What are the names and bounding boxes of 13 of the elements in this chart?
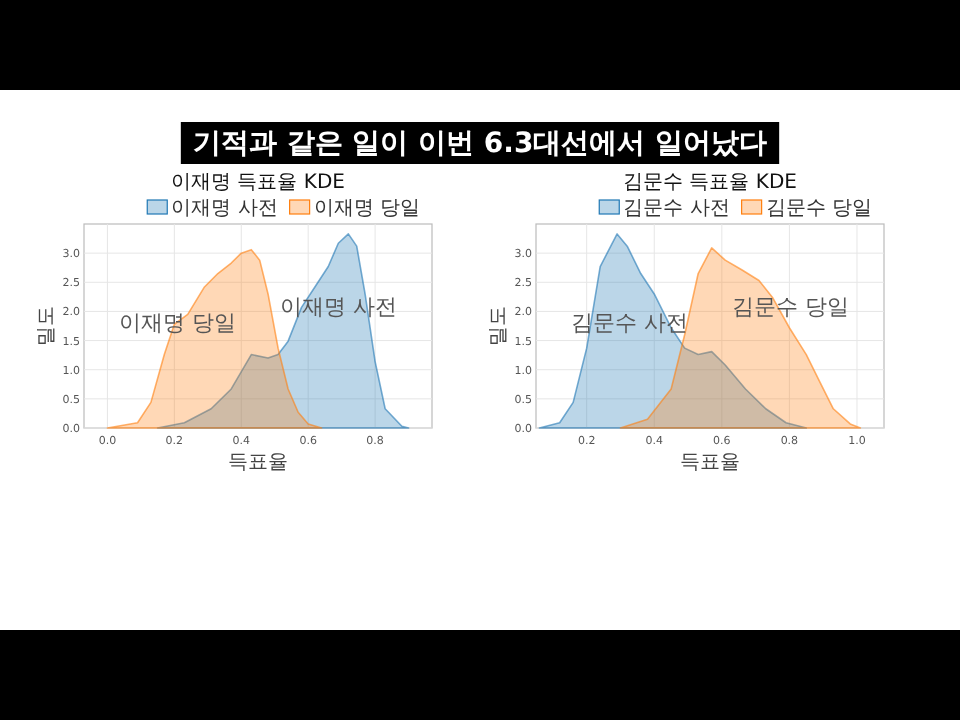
- text: 기적과 같은 일이 이번 6.3대선에서 일어났다: [192, 128, 768, 160]
- legend-label: 김문수 사전: [623, 198, 730, 220]
- x-axis-title: 득표율: [228, 452, 288, 474]
- annotation: 김문수 사전: [571, 310, 689, 337]
- y-axis-title: 밀도: [488, 306, 510, 346]
- chart-title: 김문수 득표율 KDE: [623, 172, 797, 194]
- chart-title: 이재명 득표율 KDE: [171, 172, 345, 194]
- legend-label: 김문수 당일: [765, 198, 872, 220]
- annotation: 김문수 당일: [731, 293, 849, 320]
- legend-label: 이재명 사전: [171, 198, 278, 220]
- x-axis-title: 득표율: [680, 452, 740, 474]
- legend-label: 이재명 당일: [313, 198, 420, 220]
- y-axis-title: 밀도: [36, 306, 58, 346]
